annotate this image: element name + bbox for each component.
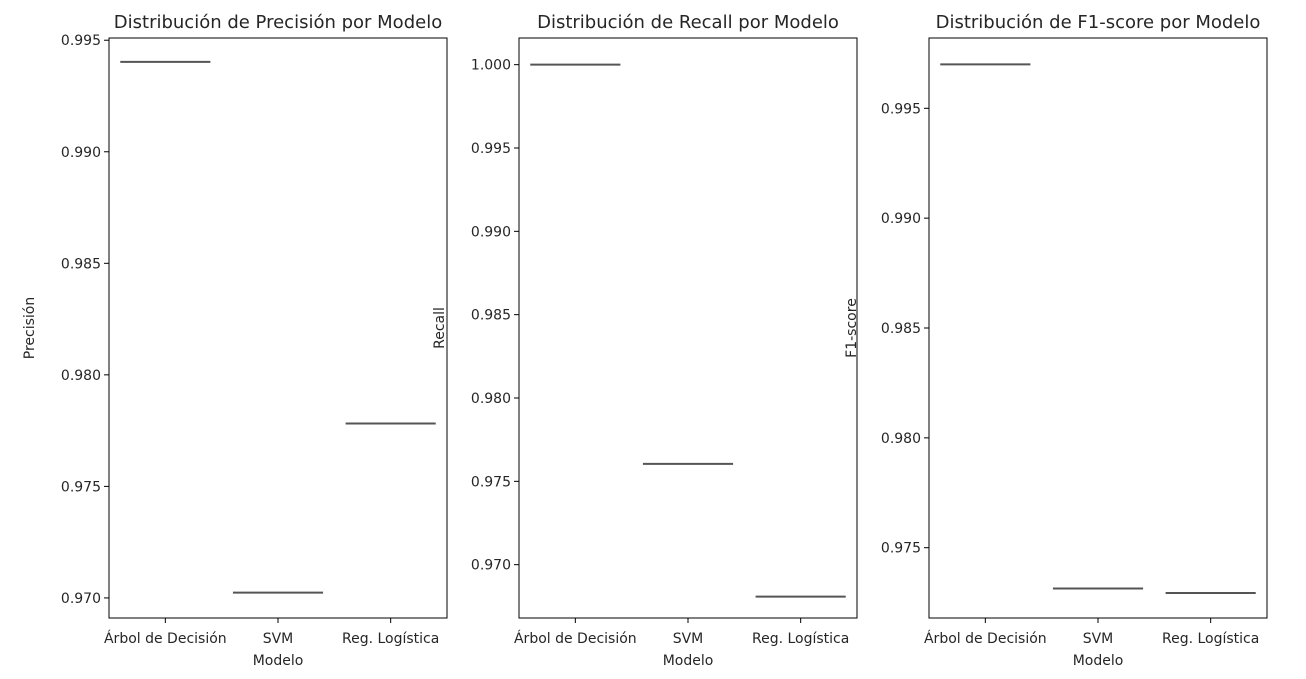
y-tick-label: 0.990	[61, 145, 101, 161]
axes-frame	[108, 37, 448, 619]
y-tick-label: 0.980	[61, 368, 101, 384]
x-tick-label: Árbol de Decisión	[514, 630, 637, 647]
x-tick-label: SVM	[263, 631, 294, 647]
y-tick-label: 0.975	[881, 541, 921, 557]
x-tick-label: Árbol de Decisión	[924, 630, 1047, 647]
y-tick-label: 0.980	[471, 391, 511, 407]
y-tick-label: 0.985	[61, 256, 101, 272]
chart-title: Distribución de Recall por Modelo	[537, 12, 839, 33]
x-tick-label: Reg. Logística	[342, 631, 439, 647]
chart-title: Distribución de Precisión por Modelo	[114, 12, 442, 33]
y-tick-label: 0.985	[881, 321, 921, 337]
y-tick-label: 0.970	[471, 558, 511, 574]
y-axis-label: Recall	[432, 307, 448, 349]
x-axis-label: Modelo	[1073, 653, 1124, 669]
y-tick-label: 1.000	[471, 58, 511, 74]
x-tick-label: SVM	[673, 631, 704, 647]
chart-panel-1: Distribución de Precisión por Modelo 0.97…	[22, 12, 448, 669]
chart-panel-2: Distribución de Recall por Modelo 0.970 0.…	[432, 12, 858, 669]
y-tick-label: 0.995	[471, 141, 511, 157]
y-tick-label: 0.985	[471, 308, 511, 324]
y-tick-label: 0.980	[881, 431, 921, 447]
axes-frame	[928, 37, 1268, 619]
chart-panel-3: Distribución de F1-score por Modelo 0.975…	[844, 12, 1268, 669]
y-axis-label: Precisión	[22, 297, 38, 359]
x-tick-label: Árbol de Decisión	[104, 630, 227, 647]
x-tick-label: Reg. Logística	[752, 631, 849, 647]
chart-title: Distribución de F1-score por Modelo	[936, 12, 1261, 33]
y-tick-label: 0.975	[471, 474, 511, 490]
axes-frame	[518, 37, 858, 619]
y-tick-label: 0.995	[881, 101, 921, 117]
y-tick-label: 0.975	[61, 479, 101, 495]
y-axis-label: F1-score	[844, 298, 860, 358]
y-tick-label: 0.995	[61, 33, 101, 49]
x-tick-label: SVM	[1083, 631, 1114, 647]
x-axis-label: Modelo	[253, 653, 304, 669]
y-tick-label: 0.970	[61, 591, 101, 607]
x-axis-label: Modelo	[663, 653, 714, 669]
x-tick-label: Reg. Logística	[1162, 631, 1259, 647]
y-tick-label: 0.990	[881, 211, 921, 227]
y-tick-label: 0.990	[471, 224, 511, 240]
